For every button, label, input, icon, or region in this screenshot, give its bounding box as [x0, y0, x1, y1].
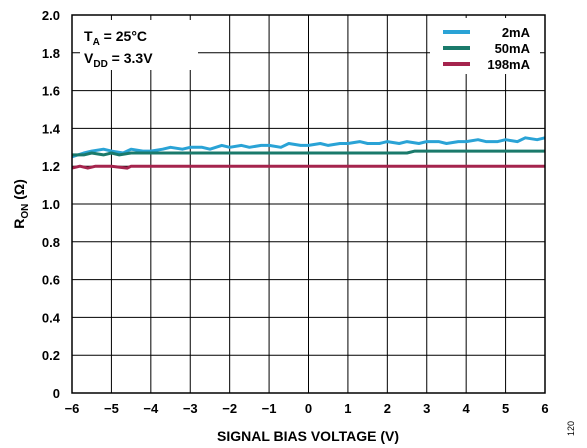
x-tick-label: −5: [104, 401, 119, 416]
x-tick-label: −6: [65, 401, 80, 416]
series-line-50mA: [72, 149, 545, 157]
plot-frame: [71, 14, 546, 394]
legend-label-198mA: 198mA: [487, 57, 530, 72]
y-tick-label: 0.8: [42, 235, 60, 250]
legend-label-50mA: 50mA: [495, 41, 531, 56]
series-layer: [71, 136, 546, 170]
series-line-198mA: [71, 164, 545, 170]
y-tick-label: 1.2: [42, 159, 60, 174]
annotation-background: [80, 20, 198, 70]
tick-label-layer: −6 −5 −4 −3 −2 −1 0 1 2 3 4 5 6 0 0.2 0.4 0.6 0.8 1.0 1.2 1.…: [42, 8, 549, 416]
annotation-box: TA = 25°C VDD = 3.3V: [80, 20, 198, 70]
y-tick-label: 2.0: [42, 8, 60, 23]
x-axis-title: SIGNAL BIAS VOLTAGE (V): [217, 428, 399, 444]
x-tick-label: 0: [305, 401, 312, 416]
x-tick-label: −3: [183, 401, 198, 416]
annotation-temperature: TA = 25°C: [84, 28, 147, 48]
y-tick-label: 0: [53, 386, 60, 401]
x-tick-label: 6: [541, 401, 548, 416]
y-tick-label: 0.2: [42, 348, 60, 363]
y-tick-label: 1.4: [42, 121, 61, 136]
x-tick-label: 2: [384, 401, 391, 416]
y-tick-label: 1.8: [42, 46, 60, 61]
legend-label-2mA: 2mA: [502, 25, 531, 40]
x-tick-label: 5: [502, 401, 509, 416]
x-tick-label: 1: [344, 401, 351, 416]
y-tick-label: 0.6: [42, 273, 60, 288]
y-tick-label: 0.4: [42, 310, 61, 325]
y-axis-title: RON (Ω): [11, 179, 31, 229]
x-tick-label: −2: [222, 401, 237, 416]
annotation-supply-voltage: VDD = 3.3V: [84, 50, 153, 70]
x-tick-label: 4: [463, 401, 471, 416]
x-tick-label: −1: [262, 401, 277, 416]
x-tick-label: −4: [143, 401, 159, 416]
y-tick-label: 1.0: [42, 197, 60, 212]
series-line-2mA: [71, 136, 546, 159]
x-tick-label: 3: [423, 401, 430, 416]
y-tick-label: 1.6: [42, 84, 60, 99]
figure-id: 120: [566, 421, 576, 436]
